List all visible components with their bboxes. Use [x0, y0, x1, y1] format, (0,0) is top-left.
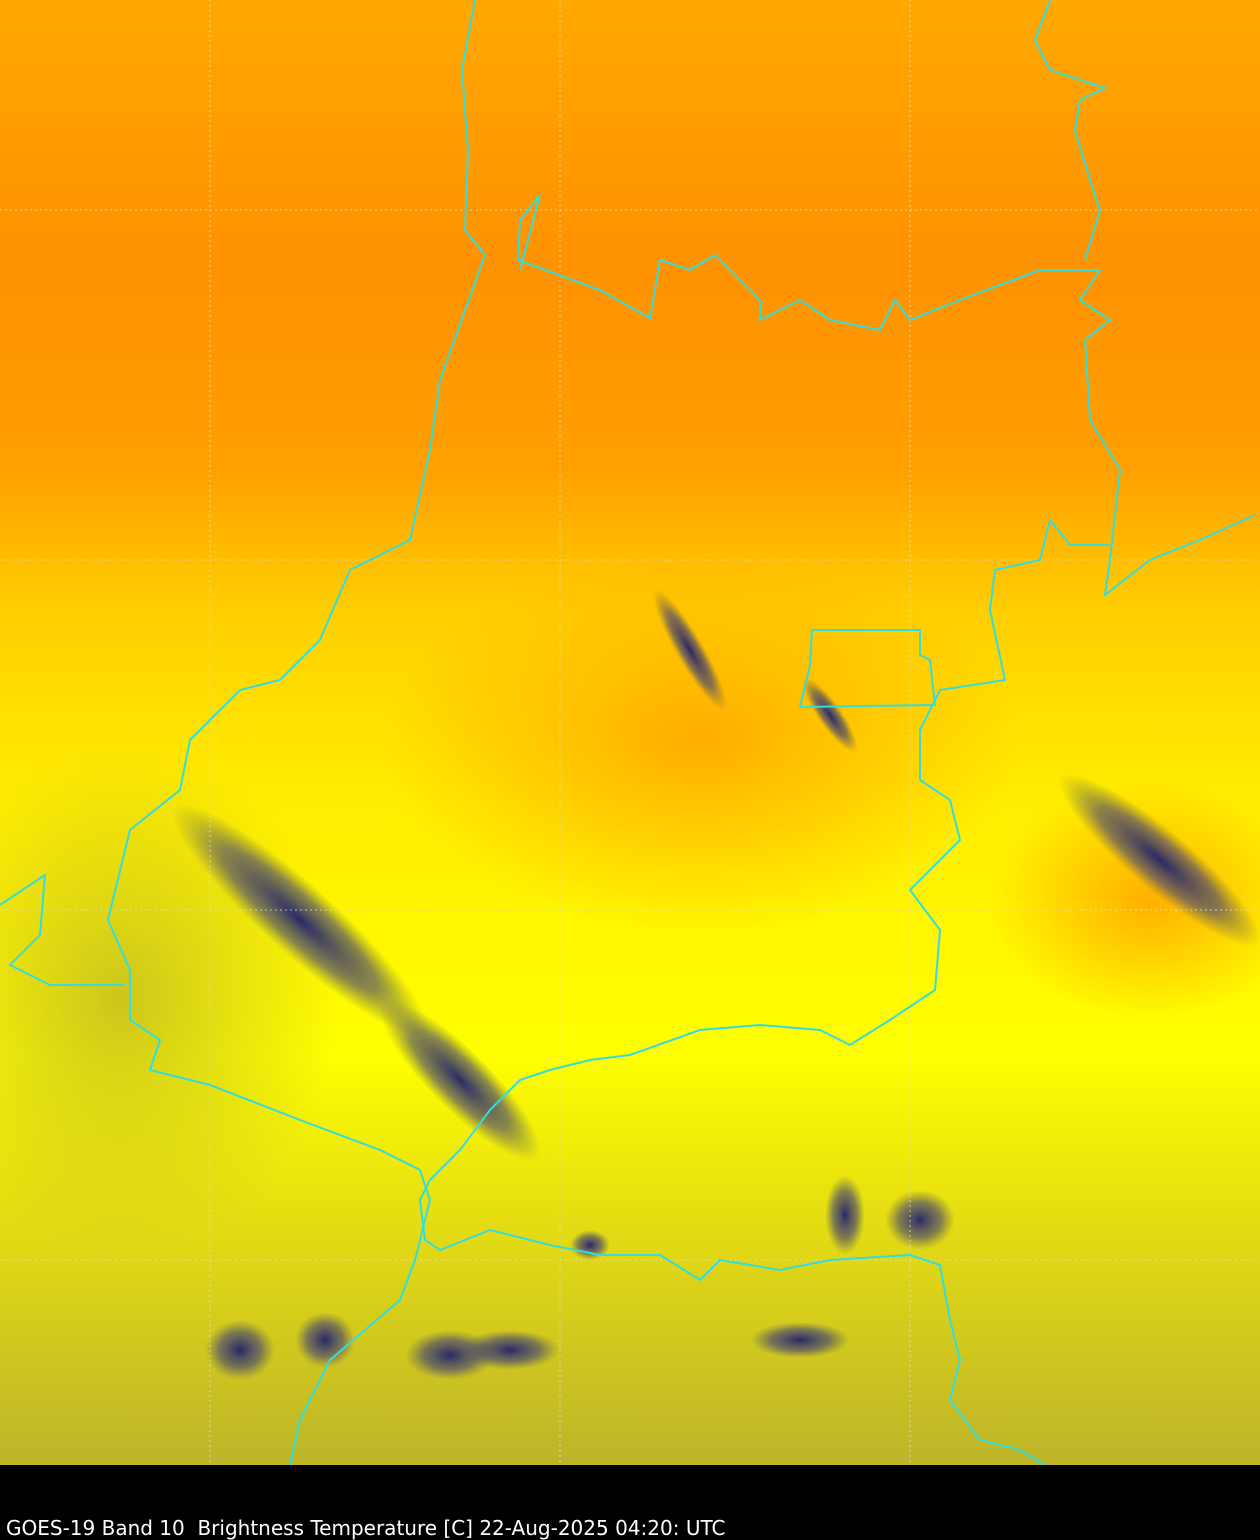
clouds: [171, 588, 1260, 1380]
boundaries: [0, 0, 1256, 1465]
warm-region: [380, 550, 1020, 930]
caption: GOES-19 Band 10 Brightness Temperature […: [6, 1516, 726, 1540]
warm-region: [990, 780, 1260, 1020]
satellite-image: [0, 0, 1260, 1465]
graticule: [0, 0, 1260, 1465]
